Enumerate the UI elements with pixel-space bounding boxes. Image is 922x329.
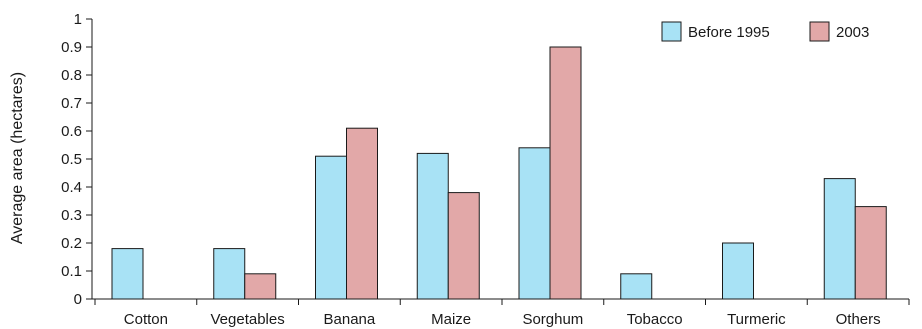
y-tick-label: 1 — [74, 11, 82, 28]
x-tick-label: Sorghum — [522, 311, 583, 328]
bar — [854, 206, 887, 300]
y-tick-label: 0.6 — [61, 123, 82, 140]
y-tick-label: 0.9 — [61, 39, 82, 56]
y-tick-label: 0.4 — [61, 179, 82, 196]
bar — [346, 127, 378, 300]
legend-item: 2003 — [809, 21, 869, 42]
bar — [620, 273, 653, 300]
legend-swatch — [809, 21, 830, 42]
bars — [111, 46, 887, 300]
x-tick-label: Cotton — [124, 311, 168, 328]
x-tick-label: Maize — [431, 311, 471, 328]
legend-label: Before 1995 — [688, 24, 770, 41]
legend-label: 2003 — [836, 24, 869, 41]
bar — [315, 155, 347, 300]
bar — [518, 147, 551, 300]
legend: Before 1995 2003 — [661, 21, 869, 42]
bar — [722, 242, 754, 300]
y-tick-label: 0.8 — [61, 67, 82, 84]
y-tick-label: 0.2 — [61, 235, 82, 252]
bar — [823, 178, 856, 300]
bar — [111, 248, 144, 300]
x-tick-label: Vegetables — [211, 311, 285, 328]
y-axis: 0 0.1 0.2 0.3 0.4 0.5 0.6 0.7 0.8 0.9 1 — [61, 11, 93, 308]
bar — [213, 248, 246, 300]
bar — [549, 46, 582, 300]
legend-swatch — [661, 21, 682, 42]
x-tick-label: Tobacco — [627, 311, 683, 328]
x-tick-label: Others — [836, 311, 881, 328]
y-tick-label: 0 — [74, 291, 82, 308]
x-tick-label: Turmeric — [727, 311, 786, 328]
y-tick-label: 0.1 — [61, 263, 82, 280]
y-tick-label: 0.5 — [61, 151, 82, 168]
y-axis-title: Average area (hectares) — [9, 72, 26, 244]
bar — [447, 192, 480, 300]
x-tick-label: Banana — [324, 311, 376, 328]
y-tick-label: 0.3 — [61, 207, 82, 224]
bar — [244, 273, 277, 300]
bar — [416, 152, 449, 300]
y-tick-label: 0.7 — [61, 95, 82, 112]
legend-item: Before 1995 — [661, 21, 770, 42]
x-axis: Cotton Vegetables Banana Maize Sorghum Tobacc… — [92, 298, 910, 328]
